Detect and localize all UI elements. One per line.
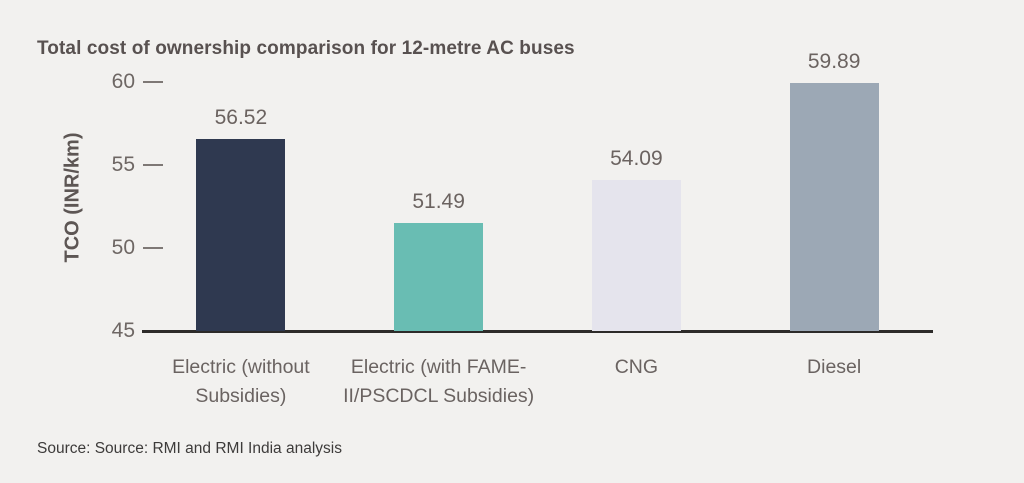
bar-value-label: 54.09 (610, 146, 663, 170)
bar-value-label: 59.89 (807, 50, 861, 74)
bar-4 (789, 83, 879, 331)
bar-2 (394, 223, 484, 331)
y-tick-label: 50 (111, 235, 135, 259)
x-category-label: CNG (614, 356, 659, 378)
bar-value-label: 51.49 (412, 190, 465, 214)
y-tick-mark (143, 163, 163, 166)
x-category-label: Electric (without Subsidies) (172, 356, 310, 407)
source-note: Source: Source: RMI and RMI India analys… (37, 440, 342, 457)
bar-3 (591, 179, 681, 331)
bar-1 (196, 139, 286, 331)
y-tick-mark (143, 246, 163, 249)
y-tick-label: 60 (111, 69, 135, 93)
y-tick-label: 45 (111, 319, 135, 342)
x-category-label: Electric (with FAME-II/PSCDCL Subsidies) (343, 356, 535, 407)
x-axis-line (142, 330, 933, 333)
bar-value-label: 56.52 (214, 106, 268, 130)
y-axis-label: TCO (INR/km) (61, 132, 84, 263)
y-tick-label: 55 (111, 152, 135, 176)
x-category-label: Diesel (807, 356, 862, 378)
y-tick-mark (143, 80, 163, 83)
chart-title: Total cost of ownership comparison for 1… (37, 38, 575, 59)
